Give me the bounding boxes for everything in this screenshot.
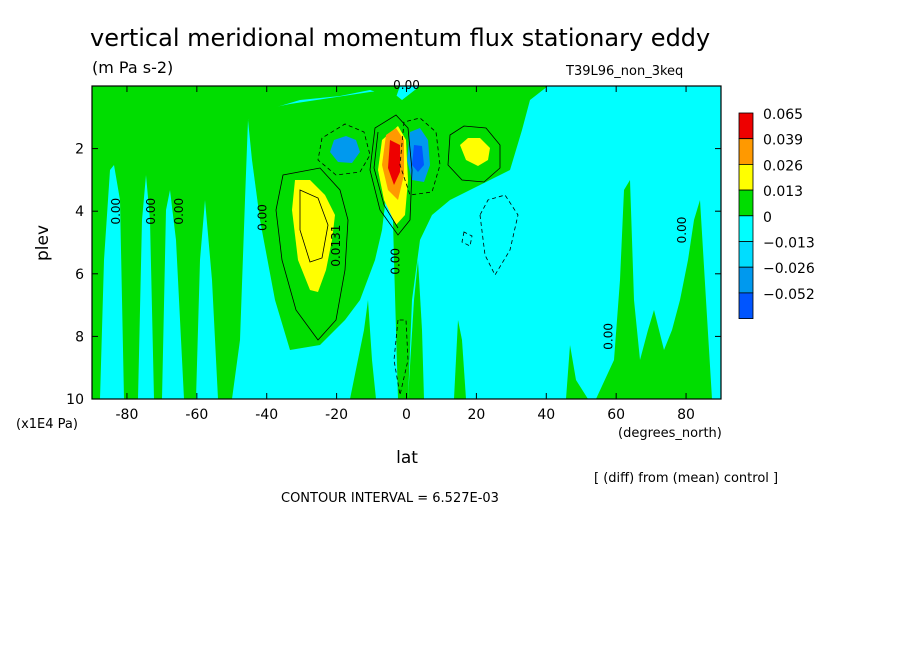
y-axis-label: plev: [33, 225, 53, 261]
x-tick-label: -20: [325, 407, 348, 423]
green-region-south-midlat: [350, 300, 376, 399]
y-tick-label: 8: [75, 329, 84, 345]
contour-label: 0.00: [602, 323, 616, 350]
x-tick-label: 80: [677, 407, 695, 423]
contour-label: 0.0131: [329, 225, 343, 267]
contour-label: 0.00: [109, 198, 123, 225]
colorbar: 0.065 0.039 0.026 0.013 0 −0.013 −0.026 −0.052: [738, 107, 815, 319]
experiment-label: T39L96_non_3keq: [565, 64, 683, 79]
y-axis-unit: (x1E4 Pa): [16, 417, 78, 432]
x-tick-label: 0: [402, 407, 411, 423]
y-tick-label: 6: [75, 267, 84, 283]
x-tick-label: 40: [537, 407, 555, 423]
green-region-polar-south: [92, 86, 400, 399]
colorbar-label: 0.026: [763, 158, 803, 174]
yellow-lobe-south: [292, 180, 335, 292]
colorbar-swatch: [738, 266, 754, 294]
yellow-lobe-north: [460, 138, 490, 166]
colorbar-label: −0.013: [763, 236, 815, 252]
x-tick-label: 60: [607, 407, 625, 423]
contour-label: 0.00: [256, 204, 270, 231]
y-tick-label: 10: [66, 392, 84, 408]
contour-label: 0.00: [393, 78, 420, 92]
colorbar-label: 0.065: [763, 107, 803, 123]
y-tick-label: 2: [75, 142, 84, 158]
colorbar-swatch: [738, 189, 754, 217]
contour-labels: 0.00 0.00 0.00 0.00 0.0131 0.00 0.00 0.00 0.00: [109, 78, 689, 350]
contour-label: 0.00: [172, 198, 186, 225]
contour-lines: [275, 114, 501, 341]
colorbar-label: 0.013: [763, 184, 803, 200]
colorbar-swatch: [738, 138, 754, 165]
y-axis-ticks: 2 4 6 8 10: [66, 142, 721, 408]
contour-label: 0.00: [144, 198, 158, 225]
red-core: [388, 140, 400, 185]
x-axis-ticks: -80 -60 -40 -20 0 20 40 60 80: [116, 86, 695, 423]
green-region-equatorial: [392, 86, 548, 399]
x-tick-label: 20: [467, 407, 485, 423]
colorbar-label: −0.026: [763, 261, 815, 277]
green-region-north-high: [566, 180, 712, 399]
chart-title: vertical meridional momentum flux statio…: [90, 24, 710, 52]
colorbar-swatch: [738, 241, 754, 268]
contour-label: 0.00: [389, 248, 403, 275]
y-tick-label: 4: [75, 204, 84, 220]
green-region-sliver: [408, 260, 424, 399]
contour-interval-note: CONTOUR INTERVAL = 6.527E-03: [281, 491, 499, 506]
colorbar-swatch: [738, 163, 754, 191]
x-tick-label: -60: [185, 407, 208, 423]
contour-label: 0.00: [675, 217, 689, 244]
x-tick-label: -80: [116, 407, 139, 423]
colorbar-swatch: [738, 292, 754, 319]
blue-lobe-south: [330, 136, 360, 163]
negative-contour-lines: [317, 117, 519, 396]
diff-note: [ (diff) from (mean) control ]: [594, 471, 778, 486]
x-axis-label: lat: [396, 448, 418, 468]
darkblue-lobe-north: [412, 145, 424, 172]
x-tick-label: -40: [255, 407, 278, 423]
colorbar-swatch: [738, 215, 754, 242]
x-axis-unit: (degrees_north): [618, 426, 722, 441]
plot-area: [92, 86, 721, 399]
colorbar-swatch: [738, 112, 754, 140]
colorbar-label: −0.052: [763, 287, 815, 303]
colorbar-label: 0: [763, 210, 772, 226]
chart-subtitle: (m Pa s-2): [92, 58, 173, 77]
green-region-north-midlat: [454, 320, 466, 399]
colorbar-label: 0.039: [763, 133, 803, 149]
